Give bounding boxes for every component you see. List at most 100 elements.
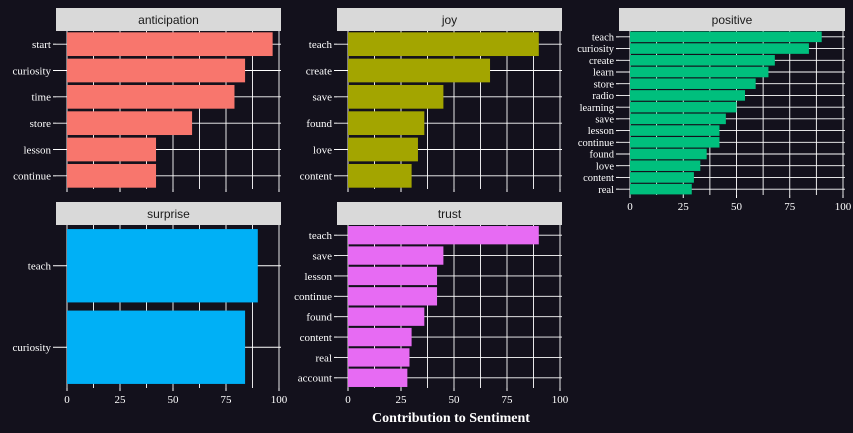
facet-panels: anticipation start curiosity time store lesso…: [13, 8, 852, 406]
bar-account: [348, 368, 408, 387]
x-tick-label: 75: [502, 394, 514, 406]
bar-learn: [630, 66, 769, 78]
bar-store: [67, 111, 193, 136]
y-tick-label: teach: [309, 39, 333, 51]
bar-love: [348, 137, 418, 162]
bar-teach: [348, 32, 539, 57]
bar-learning: [630, 101, 737, 113]
facet-strip: [619, 8, 845, 31]
bar-lesson: [67, 137, 157, 162]
facet-strip: [56, 8, 281, 31]
bar-curiosity: [630, 43, 809, 54]
bar-create: [630, 55, 775, 66]
y-tick-label: curiosity: [13, 65, 52, 77]
y-tick-label: real: [316, 352, 332, 364]
y-tick-label: start: [32, 39, 51, 51]
x-tick-label: 100: [271, 394, 288, 406]
y-tick-label: lesson: [24, 144, 52, 156]
y-tick-label: store: [594, 79, 615, 90]
facet-strip: [56, 202, 281, 225]
bar-found: [348, 307, 425, 326]
x-tick-label: 50: [449, 394, 461, 406]
facet-trust: trust teach save lesson continue found content…: [294, 202, 569, 406]
y-tick-label: save: [312, 250, 332, 262]
bar-create: [348, 58, 491, 83]
facet-title: positive: [712, 13, 753, 27]
y-tick-label: radio: [592, 91, 614, 102]
bar-curiosity: [67, 310, 246, 384]
y-tick-label: lesson: [588, 126, 615, 137]
y-tick-label: save: [595, 115, 614, 126]
bar-found: [630, 148, 707, 160]
y-tick-label: found: [590, 150, 615, 161]
y-tick-label: create: [306, 65, 332, 77]
y-tick-label: content: [583, 173, 614, 184]
x-axis-title: Contribution to Sentiment: [372, 411, 530, 426]
y-tick-label: store: [30, 118, 52, 130]
facet-joy: joy teach create save found love content: [300, 8, 562, 192]
x-tick-label: 75: [221, 394, 233, 406]
x-tick-label: 25: [115, 394, 127, 406]
x-tick-label: 75: [784, 201, 796, 213]
y-tick-label: content: [300, 332, 332, 344]
bar-teach: [348, 226, 539, 245]
x-tick-label: 25: [678, 201, 690, 213]
y-tick-label: found: [306, 312, 332, 324]
bar-love: [630, 160, 701, 171]
facet-title: trust: [438, 207, 462, 221]
x-tick-label: 0: [345, 394, 351, 406]
y-tick-label: learn: [593, 68, 615, 79]
bar-continue: [348, 287, 438, 306]
y-tick-label: found: [306, 118, 332, 130]
facet-title: surprise: [147, 207, 190, 221]
bar-content: [348, 327, 412, 347]
bar-found: [348, 111, 425, 136]
y-tick-label: account: [298, 373, 332, 385]
bar-continue: [67, 163, 157, 188]
y-tick-label: content: [300, 171, 332, 183]
bar-lesson: [348, 266, 438, 286]
bar-real: [348, 348, 410, 367]
bar-curiosity: [67, 58, 246, 83]
y-tick-label: lesson: [305, 271, 333, 283]
y-tick-label: curiosity: [13, 342, 52, 354]
y-tick-label: teach: [28, 261, 52, 273]
x-tick-label: 50: [168, 394, 180, 406]
x-tick-label: 0: [64, 394, 70, 406]
y-tick-label: teach: [309, 230, 333, 242]
y-tick-label: teach: [592, 33, 615, 44]
bar-radio: [630, 90, 746, 101]
bar-lesson: [630, 125, 720, 136]
bar-real: [630, 183, 692, 195]
y-tick-label: love: [313, 144, 332, 156]
y-tick-label: learning: [580, 103, 615, 114]
x-tick-label: 0: [627, 201, 633, 213]
bar-time: [67, 84, 235, 109]
bar-save: [348, 246, 444, 265]
y-tick-label: love: [596, 161, 614, 172]
y-tick-label: save: [312, 92, 332, 104]
y-tick-label: time: [31, 92, 51, 104]
bar-store: [630, 78, 756, 89]
facet-title: joy: [441, 13, 457, 27]
facet-strip: [337, 202, 562, 225]
bar-content: [630, 172, 694, 183]
y-tick-label: continue: [13, 171, 51, 183]
y-tick-label: continue: [578, 138, 614, 149]
facet-surprise: surprise teach curiosity 0 25 50 75 100: [13, 202, 288, 406]
y-tick-label: real: [598, 185, 614, 196]
y-tick-label: create: [589, 56, 614, 67]
x-tick-label: 100: [835, 201, 852, 213]
y-tick-label: continue: [294, 291, 332, 303]
bar-save: [348, 84, 444, 109]
y-tick-label: curiosity: [577, 44, 614, 55]
facet-anticipation: anticipation start curiosity time store lesso…: [13, 8, 281, 192]
bar-teach: [630, 31, 822, 43]
facet-title: anticipation: [138, 13, 199, 27]
bar-continue: [630, 137, 720, 148]
bar-start: [67, 32, 273, 57]
bar-save: [630, 113, 726, 125]
facet-positive: positive teachcuriositycreatelearnstorera…: [577, 8, 852, 213]
facet-strip: [337, 8, 562, 31]
